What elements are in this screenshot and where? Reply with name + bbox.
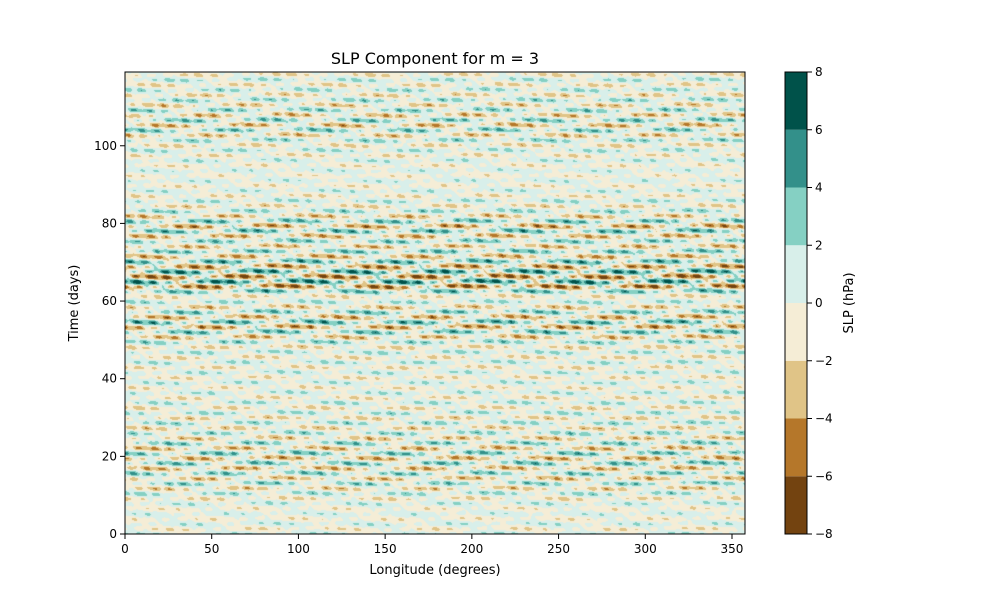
x-tick-label: 300 xyxy=(634,542,657,556)
colorbar-tick-label: 2 xyxy=(815,238,823,252)
y-tick-label: 80 xyxy=(102,216,117,230)
y-axis-ticks: 0 20 40 60 80 100 xyxy=(94,139,125,541)
x-tick-label: 0 xyxy=(121,542,129,556)
x-tick-label: 250 xyxy=(547,542,570,556)
colorbar-segment xyxy=(785,476,807,534)
colorbar-tick-label: 4 xyxy=(815,181,823,195)
plot-frame xyxy=(124,71,746,535)
colorbar-segment xyxy=(785,418,807,477)
x-axis-label: Longitude (degrees) xyxy=(369,563,500,578)
colorbar-tick-label: −6 xyxy=(815,469,833,483)
x-tick-label: 100 xyxy=(287,542,310,556)
colorbar-tick-label: −4 xyxy=(815,412,833,426)
contour-field xyxy=(125,72,745,534)
x-tick-label: 50 xyxy=(204,542,219,556)
colorbar-tick-label: 8 xyxy=(815,65,823,79)
contour-raster xyxy=(125,72,745,534)
colorbar-segment xyxy=(785,245,807,303)
chart-title: SLP Component for m = 3 xyxy=(331,49,539,68)
y-tick-label: 0 xyxy=(109,527,117,541)
y-tick-label: 60 xyxy=(102,294,117,308)
y-tick-label: 40 xyxy=(102,372,117,386)
colorbar-segment xyxy=(785,72,807,130)
colorbar-tick-label: −8 xyxy=(815,527,833,541)
colorbar-label: SLP (hPa) xyxy=(842,272,857,333)
colorbar xyxy=(785,72,807,534)
colorbar-segment xyxy=(785,187,807,246)
colorbar-tick-label: 6 xyxy=(815,123,823,137)
x-axis-ticks: 0 50 100 150 200 250 300 350 xyxy=(121,534,743,556)
x-tick-label: 200 xyxy=(460,542,483,556)
colorbar-segment xyxy=(785,129,807,188)
colorbar-tick-label: 0 xyxy=(815,296,823,310)
colorbar-segment xyxy=(785,303,807,361)
y-tick-label: 100 xyxy=(94,139,117,153)
y-axis-label: Time (days) xyxy=(67,265,82,343)
x-tick-label: 150 xyxy=(374,542,397,556)
y-tick-label: 20 xyxy=(102,449,117,463)
x-tick-label: 350 xyxy=(721,542,744,556)
colorbar-segment xyxy=(785,360,807,419)
colorbar-ticks: −8 −6 −4 −2 0 2 4 6 8 xyxy=(807,65,833,541)
colorbar-tick-label: −2 xyxy=(815,354,833,368)
